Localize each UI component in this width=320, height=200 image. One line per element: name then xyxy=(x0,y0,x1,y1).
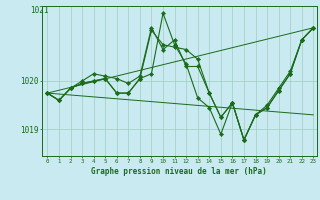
X-axis label: Graphe pression niveau de la mer (hPa): Graphe pression niveau de la mer (hPa) xyxy=(91,167,267,176)
Text: 1021: 1021 xyxy=(30,6,49,15)
